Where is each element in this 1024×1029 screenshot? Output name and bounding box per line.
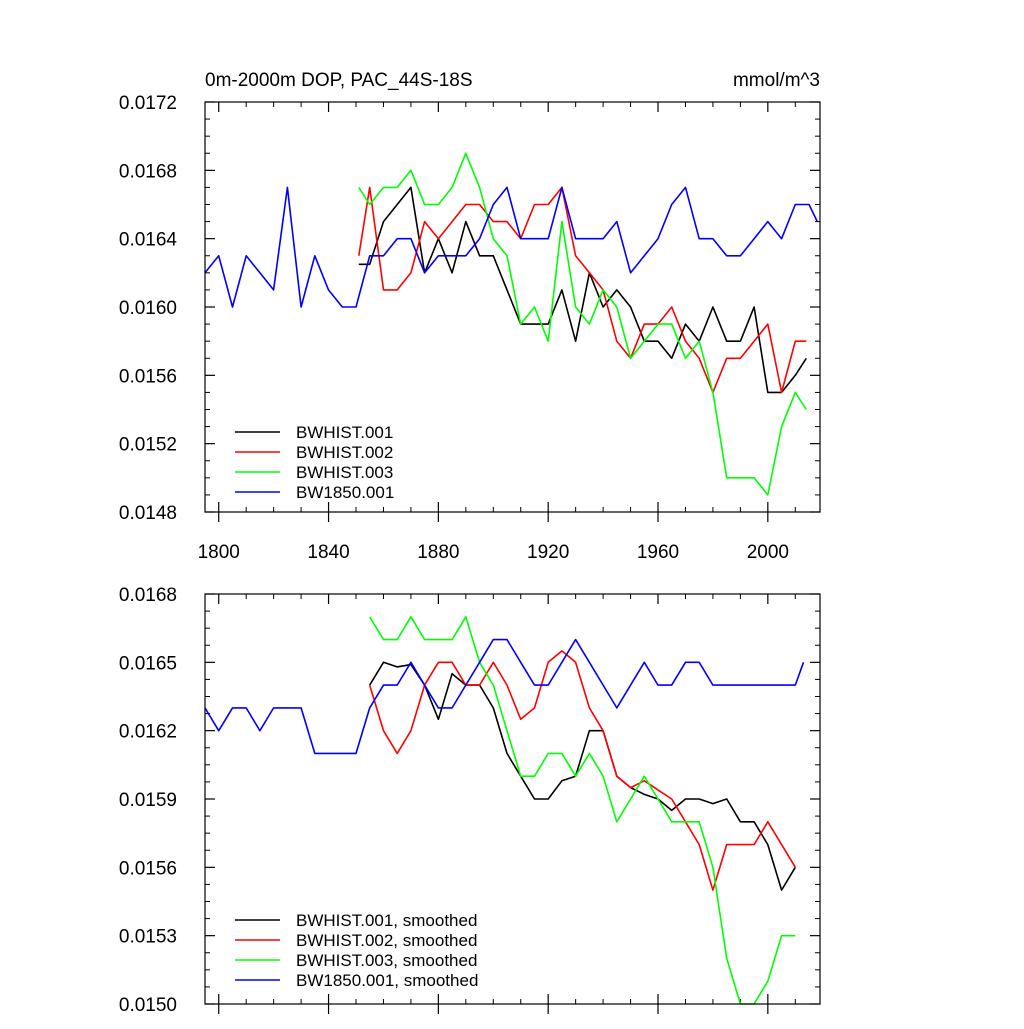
y-tick-label: 0.0164 <box>119 230 178 251</box>
y-tick-label: 0.0156 <box>119 366 177 387</box>
bottom-chart-axes: 0.0150 0.0153 0.0156 0.0159 0.0162 0.0165 0.01… <box>119 585 820 1016</box>
y-tick-label: 0.0172 <box>119 93 177 114</box>
bottom-chart-panel: 0.0150 0.0153 0.0156 0.0159 0.0162 0.0165 0.01… <box>119 585 821 1016</box>
series-line-bwhist-003 <box>369 615 796 1005</box>
x-tick-label: 2000 <box>747 542 789 563</box>
legend-label: BW1850.001 <box>296 483 394 502</box>
y-tick-label: 0.0162 <box>119 722 177 743</box>
y-tick-label: 0.0168 <box>119 161 177 182</box>
series-line-bwhist-001 <box>369 661 796 891</box>
series-line-bw1850-001 <box>204 638 805 755</box>
legend-label: BW1850.001, smoothed <box>296 971 478 990</box>
y-tick-label: 0.0152 <box>119 435 177 456</box>
legend-label: BWHIST.003 <box>296 463 393 482</box>
y-tick-label: 0.0153 <box>119 927 177 948</box>
x-tick-label: 1920 <box>527 542 569 563</box>
top-chart-series <box>204 152 819 496</box>
y-tick-label: 0.0148 <box>119 503 177 524</box>
chart-title: 0m-2000m DOP, PAC_44S-18S <box>205 70 473 91</box>
y-tick-label: 0.0165 <box>119 653 177 674</box>
bottom-chart-series <box>204 615 805 1005</box>
legend-label: BWHIST.001, smoothed <box>296 911 477 930</box>
series-line-bwhist-003 <box>358 152 807 496</box>
x-tick-label: 1960 <box>637 542 679 563</box>
legend-label: BWHIST.002 <box>296 443 393 462</box>
y-tick-label: 0.0168 <box>119 585 177 606</box>
legend-label: BWHIST.003, smoothed <box>296 951 477 970</box>
legend-label: BWHIST.001 <box>296 423 393 442</box>
top-chart-panel: 0m-2000m DOP, PAC_44S-18S mmol/m^3 0.014… <box>119 70 821 563</box>
y-tick-label: 0.0159 <box>119 790 177 811</box>
units-label: mmol/m^3 <box>733 70 820 91</box>
legend-label: BWHIST.002, smoothed <box>296 931 477 950</box>
x-tick-label: 1840 <box>307 542 349 563</box>
series-line-bw1850-001 <box>204 186 819 308</box>
series-line-bwhist-002 <box>368 650 796 891</box>
y-tick-label: 0.0150 <box>119 995 177 1016</box>
top-chart-frame <box>204 101 821 513</box>
y-tick-label: 0.0156 <box>119 858 177 879</box>
y-tick-label: 0.0160 <box>119 298 177 319</box>
x-tick-label: 1800 <box>198 542 240 563</box>
series-line-bwhist-002 <box>358 186 807 394</box>
bottom-chart-frame <box>204 593 821 1005</box>
series-line-bwhist-001 <box>358 186 807 394</box>
top-chart-axes: 0.0148 0.0152 0.0156 0.0160 0.0164 0.0168 0.01… <box>119 93 820 563</box>
x-tick-label: 1880 <box>417 542 459 563</box>
